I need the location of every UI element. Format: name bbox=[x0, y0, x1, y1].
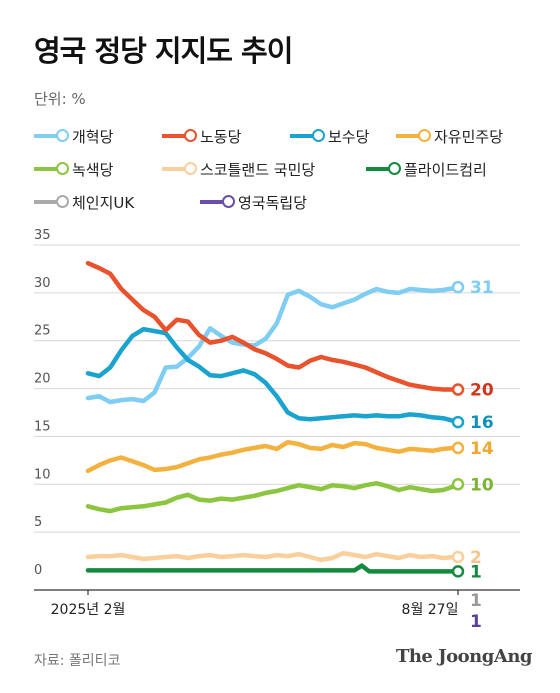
x-tick-label-start: 2025년 2월 bbox=[51, 602, 126, 618]
legend: 개혁당 노동당 보수당 자유민주당 녹색당 스코틀랜드 국민당 플라이드컴리 체… bbox=[34, 125, 544, 225]
series-end-label: 1 bbox=[470, 612, 482, 632]
chart-title: 영국 정당 지지도 추이 bbox=[34, 34, 293, 68]
source-note: 자료: 폴리티코 bbox=[34, 653, 121, 669]
legend-swatch-plaid bbox=[366, 162, 401, 176]
legend-label: 개혁당 bbox=[72, 127, 114, 146]
legend-item-ukip: 영국독립당 bbox=[200, 191, 307, 213]
series-end-marker bbox=[451, 565, 465, 578]
legend-swatch-conservative bbox=[290, 129, 325, 143]
legend-swatch-green bbox=[34, 162, 69, 176]
series-end-marker bbox=[451, 280, 465, 294]
legend-swatch-ukip bbox=[200, 195, 235, 209]
y-tick-label: 10 bbox=[34, 467, 51, 482]
series-end-marker bbox=[451, 441, 465, 455]
brand-logo: The JoongAng bbox=[395, 646, 533, 667]
legend-item-plaid: 플라이드컴리 bbox=[366, 158, 487, 180]
series-end-marker bbox=[451, 550, 465, 564]
series-end-label: 14 bbox=[470, 439, 494, 459]
legend-item-changeuk: 체인지UK bbox=[34, 191, 134, 213]
y-tick-label: 5 bbox=[34, 515, 42, 530]
series-line bbox=[85, 439, 461, 474]
legend-swatch-libdem bbox=[396, 129, 431, 143]
legend-label: 플라이드컴리 bbox=[404, 160, 487, 179]
legend-label: 스코틀랜드 국민당 bbox=[200, 160, 316, 179]
series-end-marker bbox=[451, 383, 465, 396]
legend-item-libdem: 자유민주당 bbox=[396, 125, 503, 147]
y-tick-label: 30 bbox=[34, 276, 51, 291]
legend-label: 노동당 bbox=[200, 127, 242, 146]
series-line bbox=[85, 550, 461, 563]
legend-swatch-changeuk bbox=[34, 195, 69, 209]
y-tick-label: 15 bbox=[34, 419, 51, 434]
legend-item-green: 녹색당 bbox=[34, 158, 113, 180]
series-line bbox=[85, 481, 461, 514]
series-line bbox=[85, 284, 461, 405]
legend-item-snp: 스코틀랜드 국민당 bbox=[162, 158, 315, 180]
legend-swatch-snp bbox=[162, 162, 197, 176]
legend-label: 자유민주당 bbox=[434, 127, 504, 146]
y-tick-label: 25 bbox=[34, 324, 51, 339]
series-line bbox=[85, 563, 461, 574]
legend-item-reform: 개혁당 bbox=[34, 125, 113, 147]
legend-label: 보수당 bbox=[328, 127, 370, 146]
series-end-label: 2 bbox=[470, 548, 482, 568]
series-end-label: 16 bbox=[470, 413, 494, 433]
series-line bbox=[85, 326, 461, 425]
series-end-marker bbox=[451, 478, 465, 491]
y-tick-label: 35 bbox=[34, 228, 51, 243]
legend-swatch-reform bbox=[34, 129, 69, 143]
unit-label: 단위: % bbox=[34, 90, 86, 108]
series-end-label: 31 bbox=[470, 278, 494, 298]
legend-label: 체인지UK bbox=[72, 193, 135, 212]
series-end-label: 1 bbox=[470, 591, 482, 611]
legend-item-conservative: 보수당 bbox=[290, 125, 369, 147]
series-line bbox=[85, 260, 461, 392]
series-end-marker bbox=[451, 415, 465, 429]
x-tick-label-end: 8월 27일 bbox=[402, 602, 459, 618]
legend-item-labour: 노동당 bbox=[162, 125, 241, 147]
series-end-label: 20 bbox=[470, 381, 494, 401]
legend-label: 녹색당 bbox=[72, 160, 114, 179]
y-tick-label: 20 bbox=[34, 372, 51, 387]
series-end-label: 1 bbox=[470, 562, 482, 582]
legend-swatch-labour bbox=[162, 129, 197, 143]
y-tick-label: 0 bbox=[34, 563, 42, 578]
legend-label: 영국독립당 bbox=[238, 193, 308, 212]
series-end-label: 10 bbox=[470, 475, 494, 495]
